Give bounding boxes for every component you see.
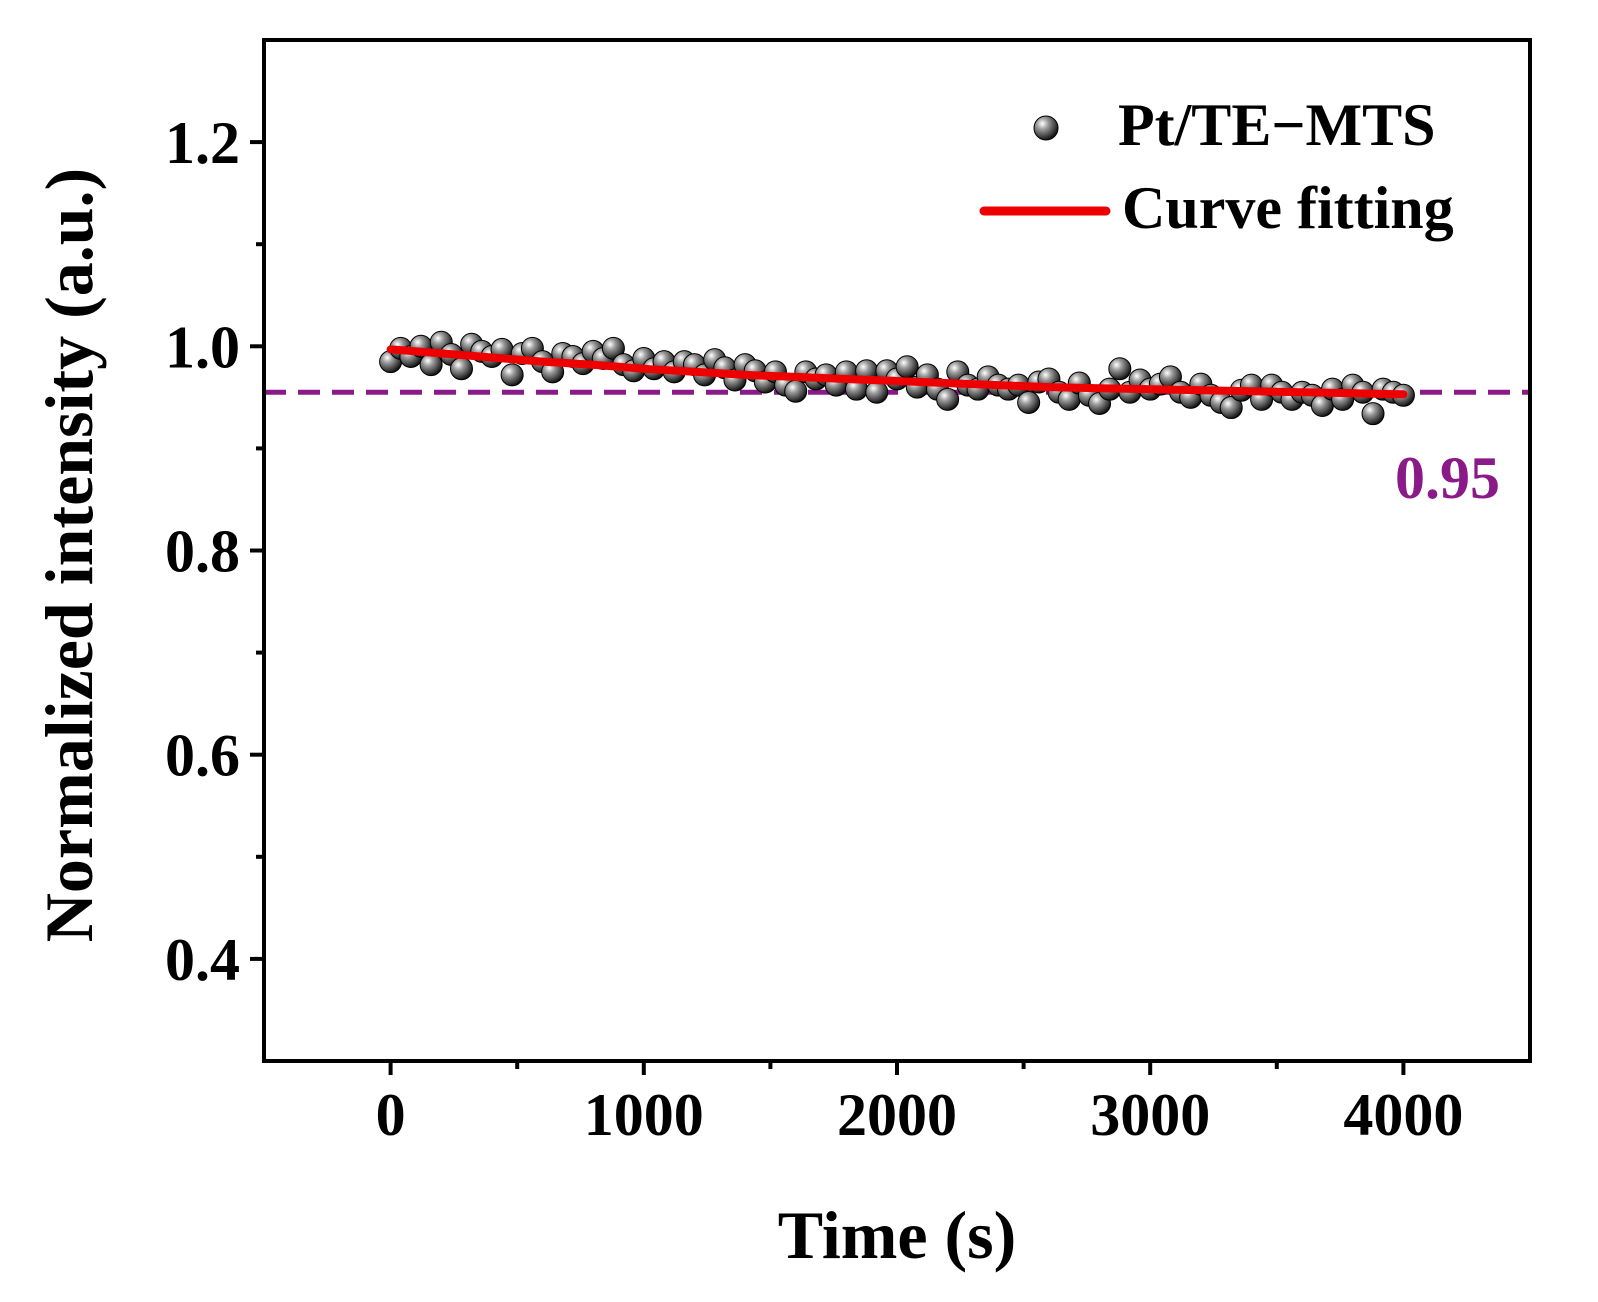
reference-line-label: 0.95 — [1395, 445, 1500, 511]
legend: Pt/TE−MTS Curve fitting — [979, 92, 1454, 241]
legend-label-scatter: Pt/TE−MTS — [1118, 92, 1436, 158]
data-point — [1219, 396, 1243, 420]
data-point — [936, 387, 960, 411]
data-point — [449, 357, 473, 381]
legend-label-fit: Curve fitting — [1122, 175, 1454, 241]
fit-series — [386, 345, 1408, 399]
x-axis-ticks: 0 1000 2000 3000 4000 — [376, 1061, 1463, 1148]
y-tick-label: 1.2 — [165, 110, 240, 176]
y-tick-label: 0.8 — [165, 519, 240, 585]
x-axis-title: Time (s) — [778, 1197, 1017, 1273]
data-point — [895, 355, 919, 379]
data-point — [1108, 357, 1132, 381]
y-tick-label: 0.4 — [165, 927, 240, 993]
x-tick-label: 3000 — [1090, 1082, 1210, 1148]
x-tick-label: 0 — [376, 1082, 406, 1148]
y-tick-label: 0.6 — [165, 723, 240, 789]
legend-marker-scatter — [1033, 115, 1059, 141]
y-tick-label: 1.0 — [165, 314, 240, 380]
y-axis-ticks: 0.4 0.6 0.8 1.0 1.2 — [165, 110, 264, 993]
data-point — [500, 363, 524, 387]
x-tick-label: 4000 — [1343, 1082, 1463, 1148]
data-point — [784, 379, 808, 403]
y-axis-title: Normalized intensity (a.u.) — [31, 168, 107, 942]
data-point — [865, 380, 889, 404]
data-point — [1017, 390, 1041, 414]
data-point — [1361, 402, 1385, 426]
x-tick-label: 1000 — [584, 1082, 704, 1148]
x-tick-label: 2000 — [837, 1082, 957, 1148]
fit-curve — [386, 345, 1408, 399]
